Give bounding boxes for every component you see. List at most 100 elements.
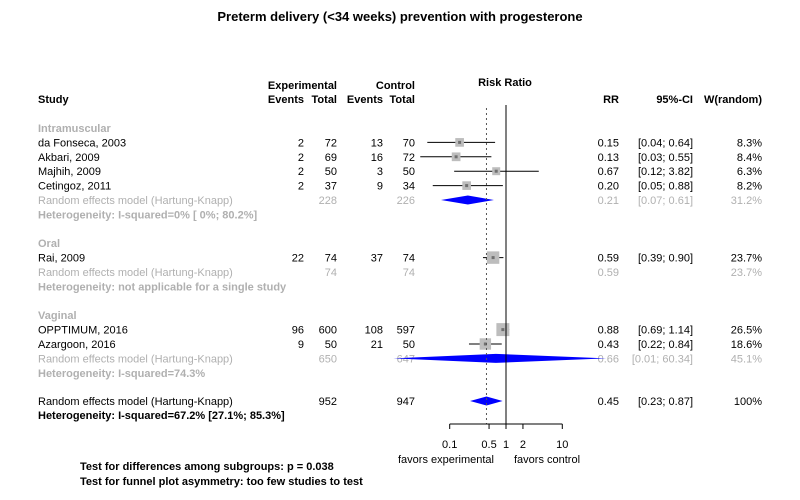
weight-value: 8.2% [737,181,762,193]
footnote-subgroup-test: Test for differences among subgroups: p … [80,461,334,473]
pooled-exp-total: 650 [319,353,337,365]
footnote-funnel-test: Test for funnel plot asymmetry: too few … [80,476,363,488]
pooled-weight: 23.7% [731,267,762,279]
overall-label: Random effects model (Hartung-Knapp) [38,396,233,408]
ctrl-total: 70 [403,137,415,149]
overall-heterogeneity: Heterogeneity: I-squared=67.2% [27.1%; 8… [38,410,285,422]
pooled-diamond [440,195,494,205]
exp-events: 96 [292,325,304,337]
overall-weight: 100% [734,396,762,408]
exp-total: 37 [325,181,337,193]
weight-value: 23.7% [731,253,762,265]
ctrl-events: 108 [365,325,383,337]
ci-value: [0.03; 0.55] [638,152,693,164]
pooled-weight: 45.1% [731,353,762,365]
exp-total: 74 [325,253,337,265]
header-exp-total: Total [312,94,337,106]
header-ci: 95%-CI [656,94,693,106]
heterogeneity-label: Heterogeneity: I-squared=0% [ 0%; 80.2%] [38,209,257,221]
ci-value: [0.04; 0.64] [638,137,693,149]
exp-events: 9 [298,339,304,351]
pooled-diamond [393,353,607,363]
ctrl-total: 34 [403,181,415,193]
ctrl-events: 13 [371,137,383,149]
pooled-rr: 0.21 [598,195,619,207]
exp-total: 600 [319,325,337,337]
study-name: da Fonseca, 2003 [38,137,126,149]
ctrl-total: 597 [397,325,415,337]
header-study: Study [38,94,69,106]
weight-value: 6.3% [737,166,762,178]
header-ctrl-events: Events [347,94,383,106]
label-favors-control: favors control [514,454,580,466]
pooled-ci: [0.07; 0.61] [638,195,693,207]
rr-value: 0.43 [598,339,619,351]
rr-value: 0.67 [598,166,619,178]
study-name: OPPTIMUM, 2016 [38,325,128,337]
overall-ctrl-total: 947 [397,396,415,408]
rr-value: 0.59 [598,253,619,265]
header-exp-events: Events [268,94,304,106]
subgroup-label: Vaginal [38,310,77,322]
ctrl-events: 3 [377,166,383,178]
header-control: Control [376,80,415,92]
overall-diamond [470,396,503,406]
exp-events: 22 [292,253,304,265]
exp-total: 50 [325,339,337,351]
study-point [494,169,498,173]
axis-tick-label: 10 [556,439,568,451]
exp-total: 72 [325,137,337,149]
forest-rows: Intramuscular da Fonseca, 2003 2 72 13 70 0.15… [38,123,762,422]
chart-title: Preterm delivery (<34 weeks) prevention … [217,9,582,24]
ctrl-events: 21 [371,339,383,351]
study-point [458,140,462,144]
pooled-rr: 0.59 [598,267,619,279]
ci-value: [0.69; 1.14] [638,325,693,337]
header-rr: RR [603,94,619,106]
overall-rr: 0.45 [598,396,619,408]
axis-tick-label: 2 [520,439,526,451]
ctrl-total: 74 [403,253,415,265]
pooled-ctrl-total: 226 [397,195,415,207]
pooled-exp-total: 228 [319,195,337,207]
exp-events: 2 [298,166,304,178]
study-name: Majhih, 2009 [38,166,101,178]
pooled-ci: [0.01; 60.34] [632,353,693,365]
pooled-label: Random effects model (Hartung-Knapp) [38,353,233,365]
axis-tick-label: 1 [503,439,509,451]
label-favors-experimental: favors experimental [398,454,494,466]
weight-value: 26.5% [731,325,762,337]
study-point [483,342,487,346]
ctrl-events: 37 [371,253,383,265]
pooled-label: Random effects model (Hartung-Knapp) [38,267,233,279]
axis-tick-label: 0.1 [442,439,457,451]
header-ctrl-total: Total [390,94,415,106]
study-point [454,155,458,159]
study-point [465,184,469,188]
ctrl-total: 50 [403,166,415,178]
pooled-exp-total: 74 [325,267,337,279]
header-risk-ratio: Risk Ratio [478,77,532,89]
pooled-rr: 0.66 [598,353,619,365]
exp-events: 2 [298,181,304,193]
ci-value: [0.05; 0.88] [638,181,693,193]
exp-total: 50 [325,166,337,178]
pooled-weight: 31.2% [731,195,762,207]
ci-value: [0.12; 3.82] [638,166,693,178]
heterogeneity-label: Heterogeneity: not applicable for a sing… [38,281,287,293]
ci-value: [0.22; 0.84] [638,339,693,351]
pooled-label: Random effects model (Hartung-Knapp) [38,195,233,207]
overall-ci: [0.23; 0.87] [638,396,693,408]
header-experimental: Experimental [268,80,337,92]
subgroup-label: Oral [38,238,60,250]
heterogeneity-label: Heterogeneity: I-squared=74.3% [38,368,205,380]
exp-events: 2 [298,137,304,149]
pooled-ctrl-total: 647 [397,353,415,365]
rr-value: 0.88 [598,325,619,337]
weight-value: 8.3% [737,137,762,149]
ctrl-total: 50 [403,339,415,351]
overall-exp-total: 952 [319,396,337,408]
rr-value: 0.13 [598,152,619,164]
study-name: Akbari, 2009 [38,152,100,164]
ctrl-total: 72 [403,152,415,164]
